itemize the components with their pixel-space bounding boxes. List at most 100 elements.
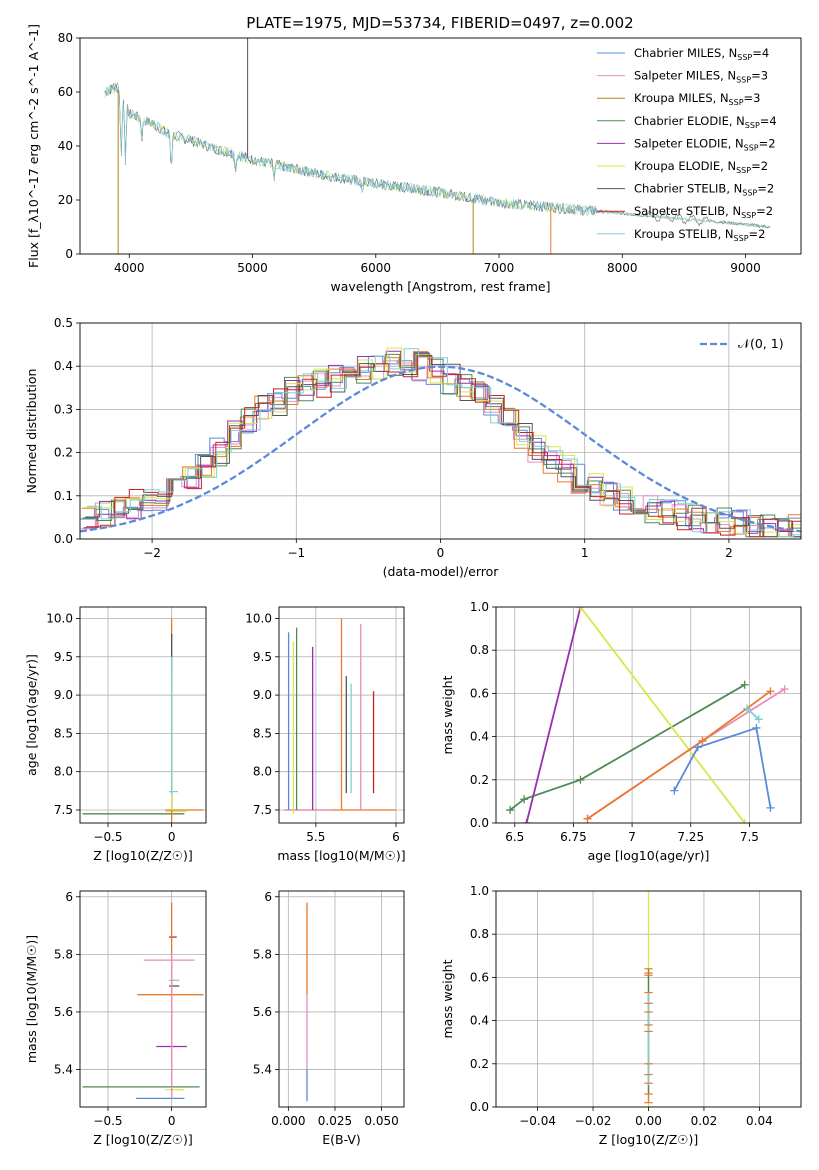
x-axis-label: Z [log10(Z/Z☉)] — [599, 1132, 699, 1147]
weight-marker — [506, 806, 515, 815]
y-tick-label: 9.5 — [54, 650, 73, 664]
legend-sub: SSP — [737, 53, 752, 62]
y-tick-label: 6 — [65, 890, 73, 904]
x-tick-label: 0.025 — [318, 1114, 352, 1128]
legend-entry: Salpeter STELIB, NSSP=2 — [634, 204, 773, 220]
x-tick-label: 6 — [392, 830, 400, 844]
x-tick-label: 7 — [628, 830, 636, 844]
plot-area-mass-vs-ebv — [279, 891, 404, 1107]
x-tick-label: 0 — [168, 830, 176, 844]
x-tick-label: −0.5 — [93, 1114, 122, 1128]
x-tick-label: 0.00 — [635, 1114, 662, 1128]
legend-label: Salpeter STELIB, N — [634, 204, 741, 218]
histogram-step — [85, 354, 801, 538]
x-tick-label: 0.04 — [746, 1114, 773, 1128]
y-tick-label: 0 — [65, 247, 73, 261]
y-axis-label: mass [log10(M/M☉)] — [24, 935, 39, 1063]
weight-marker — [780, 685, 789, 694]
legend-suffix: =2 — [756, 204, 773, 218]
y-tick-label: 80 — [58, 31, 73, 45]
y-tick-label: 7.5 — [253, 803, 272, 817]
y-tick-label: 0.0 — [470, 816, 489, 830]
legend-entry: Chabrier ELODIE, NSSP=4 — [634, 114, 777, 130]
legend-entry: Kroupa MILES, NSSP=3 — [634, 91, 760, 107]
y-tick-label: 0.2 — [470, 773, 489, 787]
legend-label: Kroupa ELODIE, N — [634, 159, 736, 173]
x-axis-label: wavelength [Angstrom, rest frame] — [330, 279, 550, 294]
legend-sub: SSP — [736, 76, 751, 85]
x-tick-label: −0.04 — [519, 1114, 556, 1128]
legend-suffix: =2 — [759, 136, 776, 150]
y-axis-label: Normed distribution — [24, 369, 39, 494]
legend-suffix: =3 — [751, 69, 768, 83]
y-tick-label: 0.6 — [470, 970, 489, 984]
y-tick-label: 0.5 — [54, 316, 73, 330]
weight-marker — [520, 795, 529, 804]
histogram-step — [86, 348, 801, 538]
x-axis-label: age [log10(age/yr)] — [588, 848, 710, 863]
legend-suffix: =3 — [744, 91, 761, 105]
y-tick-label: 0.2 — [470, 1057, 489, 1071]
x-axis-label: E(B-V) — [322, 1132, 361, 1147]
weight-marker — [740, 819, 749, 823]
y-tick-label: 10.0 — [245, 611, 272, 625]
normal-curve — [80, 365, 801, 533]
y-tick-label: 5.4 — [253, 1063, 272, 1077]
weight-line — [586, 690, 772, 820]
y-tick-label: 0.0 — [470, 1100, 489, 1114]
x-tick-label: 7.5 — [740, 830, 759, 844]
x-tick-label: 0.02 — [691, 1114, 718, 1128]
x-tick-label: 6000 — [361, 261, 392, 275]
axes-frame — [79, 37, 802, 255]
weight-line — [509, 684, 746, 811]
x-axis-label: (data-model)/error — [383, 564, 500, 579]
legend-label: Chabrier STELIB, N — [634, 182, 742, 196]
weight-marker — [698, 736, 707, 745]
y-tick-label: 0.2 — [54, 446, 73, 460]
x-tick-label: 0 — [168, 1114, 176, 1128]
y-tick-label: 0.6 — [470, 686, 489, 700]
weight-marker — [576, 775, 585, 784]
x-tick-label: 7000 — [484, 261, 515, 275]
histogram-step — [83, 350, 801, 538]
x-tick-label: 7.25 — [677, 830, 704, 844]
y-tick-label: 5.6 — [54, 1005, 73, 1019]
y-tick-label: 0.8 — [470, 927, 489, 941]
y-tick-label: 0.4 — [470, 1014, 489, 1028]
legend-suffix: =2 — [751, 159, 768, 173]
y-tick-label: 0.4 — [470, 730, 489, 744]
legend-suffix: =2 — [749, 227, 766, 241]
y-tick-label: 0.3 — [54, 402, 73, 416]
y-tick-label: 9.0 — [54, 688, 73, 702]
legend-label: Chabrier ELODIE, N — [634, 114, 745, 128]
y-tick-label: 10.0 — [46, 611, 73, 625]
legend-entry: Kroupa ELODIE, NSSP=2 — [634, 159, 768, 175]
axes-frame — [495, 606, 802, 824]
plot-area-residual-histogram — [80, 323, 801, 539]
y-tick-label: 1.0 — [470, 884, 489, 898]
histogram-step — [82, 352, 801, 538]
x-tick-label: 4000 — [114, 261, 145, 275]
panel-spectrum: 4000 5000 6000 7000 8000 9000 0 20 40 60 80 wavelen… — [26, 24, 802, 294]
y-tick-label: 0.0 — [54, 532, 73, 546]
x-tick-label: 1 — [581, 546, 589, 560]
weight-marker — [693, 743, 702, 752]
y-tick-label: 0.1 — [54, 489, 73, 503]
y-axis-label: age [log10(age/yr)] — [24, 654, 39, 776]
x-tick-label: 5000 — [237, 261, 268, 275]
y-axis-label: mass weight — [440, 675, 455, 754]
x-tick-label: −1 — [287, 546, 305, 560]
x-tick-label: −2 — [143, 546, 161, 560]
y-tick-label: 60 — [58, 85, 73, 99]
weight-marker — [766, 687, 775, 696]
x-axis-label: Z [log10(Z/Z☉)] — [93, 1132, 193, 1147]
weight-line — [746, 707, 760, 720]
axes-frame — [278, 606, 405, 824]
y-tick-label: 7.5 — [54, 803, 73, 817]
legend-sub: SSP — [742, 189, 757, 198]
x-axis-label: Z [log10(Z/Z☉)] — [93, 848, 193, 863]
legend-sub: SSP — [745, 121, 760, 130]
panel-residual-histogram: −2 −1 0 1 2 0.0 0.1 0.2 0.3 0.4 0.5 (data-model)/er… — [24, 316, 802, 579]
legend-sub: SSP — [736, 166, 751, 175]
